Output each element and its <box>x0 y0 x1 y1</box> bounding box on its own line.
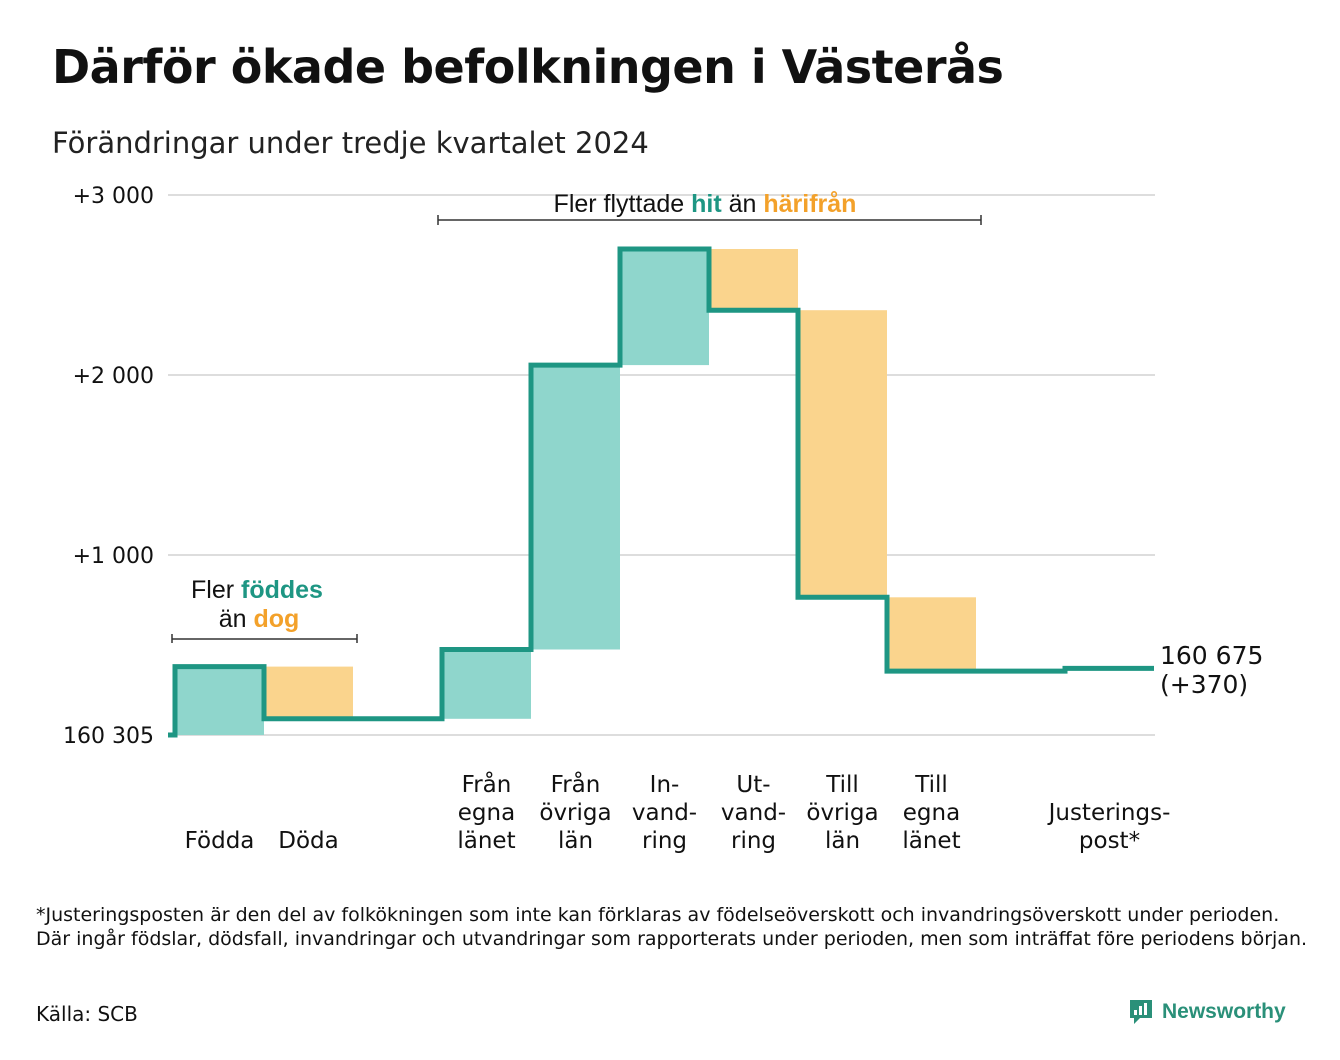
y-tick-label: +1 000 <box>73 544 154 569</box>
category-label: Födda <box>185 828 255 854</box>
end-value-change-label: (+370) <box>1160 670 1248 699</box>
births-bracket <box>171 634 358 643</box>
category-label: övriga <box>539 800 611 826</box>
step-line-layer <box>168 246 1154 738</box>
annotation-part-plain: Fler <box>191 576 241 604</box>
inflow-bar <box>442 649 531 719</box>
outflow-bar <box>887 597 976 672</box>
brand-name: Newsworthy <box>1162 1000 1286 1023</box>
category-label: länet <box>457 828 515 854</box>
y-tick-label: +3 000 <box>73 184 154 209</box>
moves-annotation: Fler flyttade hit än härifrån <box>554 190 857 218</box>
annotation-part-out: härifrån <box>763 190 856 218</box>
category-label: vand- <box>632 800 697 826</box>
category-label: län <box>558 828 593 854</box>
moves-bracket <box>437 215 982 225</box>
inflow-bar <box>175 666 264 735</box>
fill-layer <box>175 249 976 735</box>
annotation-part-plain: än <box>219 605 254 633</box>
grid-layer <box>168 194 1155 736</box>
category-label: ring <box>642 828 687 854</box>
brand[interactable]: Newsworthy <box>1128 998 1286 1026</box>
category-label: Justerings- <box>1047 800 1171 826</box>
category-label: Till <box>825 772 859 798</box>
category-label: post* <box>1079 828 1140 854</box>
annotation-part-in: hit <box>691 190 722 218</box>
category-label: län <box>825 828 860 854</box>
category-label: Till <box>914 772 948 798</box>
chart-title: Därför ökade befolkningen i Västerås <box>52 40 1004 94</box>
category-label: länet <box>902 828 960 854</box>
category-label: vand- <box>721 800 786 826</box>
category-label: Ut- <box>736 772 770 798</box>
annotation-part-in: föddes <box>241 576 323 604</box>
outflow-bar <box>798 310 887 598</box>
chart-subtitle: Förändringar under tredje kvartalet 2024 <box>52 126 649 160</box>
footnote: *Justeringsposten är den del av folkökni… <box>36 904 1308 950</box>
outflow-bar <box>264 666 353 719</box>
category-label: egna <box>458 800 515 826</box>
y-tick-label: 160 305 <box>63 724 154 749</box>
population-step-line <box>168 246 1154 738</box>
category-label: ring <box>731 828 776 854</box>
births-annotation-line2: än dog <box>219 605 300 633</box>
category-label: Från <box>551 770 601 798</box>
outflow-bar <box>709 249 798 311</box>
annotation-part-plain: Fler flyttade <box>554 190 692 218</box>
annotation-part-plain: än <box>722 190 764 218</box>
end-value-label: 160 675 <box>1160 641 1263 670</box>
category-label: Från <box>462 770 512 798</box>
category-label: Döda <box>278 828 338 854</box>
category-label: egna <box>903 800 960 826</box>
newsworthy-logo-icon <box>1130 1000 1152 1024</box>
annotation-part-out: dog <box>253 605 299 633</box>
category-label: In- <box>650 772 680 798</box>
source-note: Källa: SCB <box>36 1002 138 1026</box>
births-annotation-line1: Fler föddes <box>191 576 323 604</box>
inflow-bar <box>620 249 709 366</box>
category-label: övriga <box>806 800 878 826</box>
inflow-bar <box>531 365 620 650</box>
y-tick-label: +2 000 <box>73 364 154 389</box>
